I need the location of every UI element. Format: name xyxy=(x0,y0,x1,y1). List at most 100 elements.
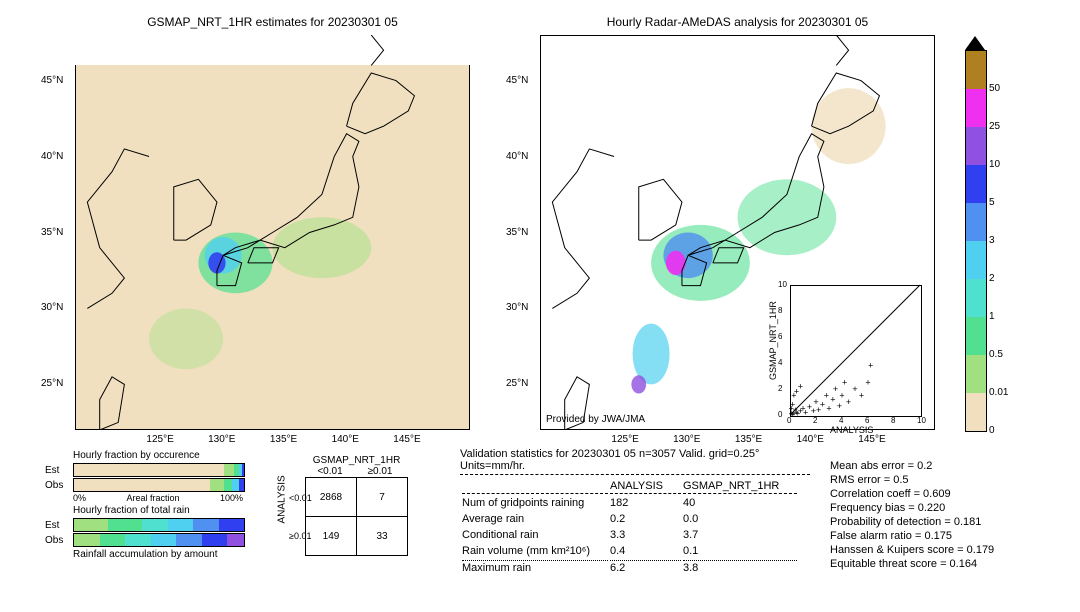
validation-cell: 3.8 xyxy=(683,560,797,575)
colorbar-segment xyxy=(966,165,986,203)
error-metric: Probability of detection = 0.181 xyxy=(830,516,994,528)
contingency-col-header: ≥0.01 xyxy=(355,466,405,477)
stacked-bar xyxy=(73,478,245,492)
validation-row-label: Maximum rain xyxy=(462,560,608,575)
colorbar-tick: 0.5 xyxy=(989,349,1003,360)
stacked-bar-segment xyxy=(193,519,219,531)
scatter-xtick: 2 xyxy=(813,416,817,425)
colorbar-segment xyxy=(966,317,986,355)
stacked-bar-segment xyxy=(151,534,177,546)
stacked-bar-segment xyxy=(142,519,168,531)
stacked-bar-segment xyxy=(176,534,202,546)
validation-row-label: Rain volume (mm km²10⁶) xyxy=(462,544,608,558)
bar-axis-label: Areal fraction xyxy=(126,493,179,503)
x-tick-label: 125°E xyxy=(146,434,173,445)
validation-row-label: Conditional rain xyxy=(462,528,608,542)
y-tick-label: 35°N xyxy=(506,227,528,238)
map-title: GSMAP_NRT_1HR estimates for 20230301 05 xyxy=(75,15,470,29)
bar-axis-label: 0% xyxy=(73,493,86,503)
contingency-row-header: ≥0.01 xyxy=(289,517,305,555)
error-metric: Frequency bias = 0.220 xyxy=(830,502,994,514)
bar-chart-title: Hourly fraction of total rain xyxy=(73,505,255,516)
error-metric: Mean abs error = 0.2 xyxy=(830,460,994,472)
error-metric: Hanssen & Kuipers score = 0.179 xyxy=(830,544,994,556)
colorbar-segment xyxy=(966,127,986,165)
contingency-col-title: GSMAP_NRT_1HR xyxy=(305,455,408,466)
divider xyxy=(460,474,810,475)
validation-cell: 0.2 xyxy=(610,512,681,526)
bar-row-label: Obs xyxy=(45,535,73,546)
colorbar-tick: 0 xyxy=(989,425,995,436)
scatter-ytick: 0 xyxy=(778,410,782,419)
error-metric: Correlation coeff = 0.609 xyxy=(830,488,994,500)
colorbar xyxy=(965,50,987,432)
stacked-bar-segment xyxy=(74,464,224,476)
contingency-cell: 33 xyxy=(357,517,408,556)
stacked-bar-row: Obs xyxy=(45,478,255,492)
y-tick-label: 40°N xyxy=(41,151,63,162)
scatter-xtick: 6 xyxy=(865,416,869,425)
bar-chart-title: Hourly fraction by occurence xyxy=(73,450,255,461)
y-tick-label: 40°N xyxy=(506,151,528,162)
scatter-box xyxy=(790,285,922,417)
validation-cell: 0.0 xyxy=(683,512,797,526)
stacked-bar xyxy=(73,463,245,477)
validation-cell: 3.3 xyxy=(610,528,681,542)
stacked-bar-segment xyxy=(168,519,194,531)
y-tick-label: 35°N xyxy=(41,227,63,238)
stacked-bar-segment xyxy=(125,534,151,546)
x-tick-label: 135°E xyxy=(270,434,297,445)
x-tick-label: 140°E xyxy=(797,434,824,445)
colorbar-tick: 25 xyxy=(989,121,1000,132)
validation-cell: 0.1 xyxy=(683,544,797,558)
scatter-ytick: 10 xyxy=(778,280,787,289)
stacked-bar-segment xyxy=(74,519,108,531)
scatter-xtick: 8 xyxy=(891,416,895,425)
stacked-bar-segment xyxy=(74,479,210,491)
colorbar-tick: 1 xyxy=(989,311,995,322)
contingency-row-title: ANALYSIS xyxy=(277,510,288,524)
colorbar-tick: 50 xyxy=(989,83,1000,94)
scatter-ytick: 8 xyxy=(778,306,782,315)
y-tick-label: 45°N xyxy=(41,75,63,86)
stacked-bar-segment xyxy=(232,479,239,491)
contingency-cell: 149 xyxy=(306,517,357,556)
scatter-ytick: 2 xyxy=(778,384,782,393)
stacked-bar xyxy=(73,518,245,532)
contingency-table: 2868714933 xyxy=(305,477,408,556)
colorbar-segment xyxy=(966,393,986,431)
scatter-ytick: 4 xyxy=(778,358,782,367)
contingency-col-header: <0.01 xyxy=(305,466,355,477)
colorbar-tick: 3 xyxy=(989,235,995,246)
validation-cell: 0.4 xyxy=(610,544,681,558)
scatter-xtick: 10 xyxy=(917,416,926,425)
colorbar-segment xyxy=(966,241,986,279)
bar-row-label: Obs xyxy=(45,480,73,491)
x-tick-label: 140°E xyxy=(332,434,359,445)
colorbar-extend-icon xyxy=(965,36,985,50)
bar-caption: Rainfall accumulation by amount xyxy=(73,549,255,560)
validation-row-label: Average rain xyxy=(462,512,608,526)
stacked-bar-segment xyxy=(224,479,233,491)
colorbar-tick: 2 xyxy=(989,273,995,284)
validation-col-header: ANALYSIS xyxy=(610,479,681,494)
colorbar-segment xyxy=(966,89,986,127)
scatter-xlabel: ANALYSIS xyxy=(830,425,873,435)
stacked-bar-segment xyxy=(227,534,244,546)
stacked-bar-segment xyxy=(100,534,126,546)
bar-axis-label: 100% xyxy=(220,493,243,503)
colorbar-tick: 10 xyxy=(989,159,1000,170)
stacked-bar-row: Est xyxy=(45,518,255,532)
stacked-bar-segment xyxy=(108,519,142,531)
y-tick-label: 25°N xyxy=(506,378,528,389)
validation-title: Validation statistics for 20230301 05 n=… xyxy=(460,448,810,472)
map-panel xyxy=(75,35,470,430)
colorbar-segment xyxy=(966,279,986,317)
scatter-ytick: 6 xyxy=(778,332,782,341)
colorbar-tick: 5 xyxy=(989,197,995,208)
validation-col-header: GSMAP_NRT_1HR xyxy=(683,479,797,494)
stacked-bar-row: Obs xyxy=(45,533,255,547)
validation-cell: 40 xyxy=(683,496,797,510)
stacked-bar-segment xyxy=(210,479,224,491)
stacked-bar-segment xyxy=(224,464,234,476)
